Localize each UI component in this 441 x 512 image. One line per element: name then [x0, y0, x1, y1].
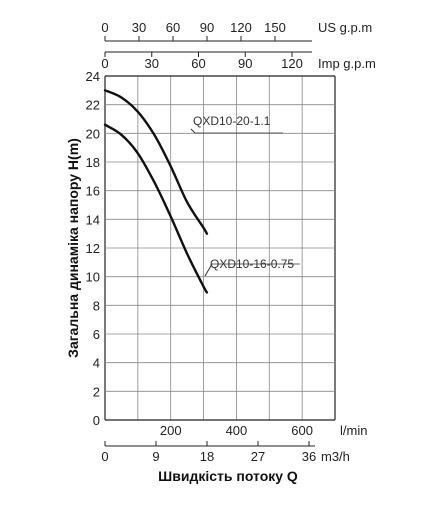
- x-tick-label-m3_h: 27: [251, 449, 265, 464]
- chart-curves: [103, 89, 300, 294]
- x-tick-label-m3_h: 36: [302, 449, 316, 464]
- series-leader-2: [204, 263, 213, 277]
- x-tick-label-imp_gpm: 0: [101, 56, 108, 71]
- series-label-2: QXD10-16-0.75: [210, 257, 294, 271]
- x-axis-title: Швидкість потоку Q: [158, 468, 298, 484]
- y-tick-label: 4: [93, 356, 100, 371]
- x-tick-label-us_gpm: 60: [166, 20, 180, 35]
- y-tick-label: 0: [93, 413, 100, 428]
- series-label-1: QXD10-20-1.1: [193, 114, 271, 128]
- y-tick-label: 20: [86, 126, 100, 141]
- x-tick-label-us_gpm: 120: [230, 20, 252, 35]
- x-axis-unit-l_min: l/min: [340, 423, 367, 438]
- y-tick-label: 14: [86, 212, 100, 227]
- x-tick-label-us_gpm: 30: [132, 20, 146, 35]
- x-tick-label-m3_h: 9: [152, 449, 159, 464]
- x-tick-label-imp_gpm: 120: [281, 56, 303, 71]
- x-tick-label-l_min: 200: [160, 423, 182, 438]
- chart-axes: [104, 36, 315, 447]
- x-tick-label-us_gpm: 150: [264, 20, 286, 35]
- y-tick-label: 6: [93, 327, 100, 342]
- x-axis-unit-imp_gpm: Imp g.p.m: [318, 56, 376, 71]
- y-tick-label: 12: [86, 241, 100, 256]
- x-tick-label-m3_h: 0: [101, 449, 108, 464]
- x-tick-label-us_gpm: 90: [200, 20, 214, 35]
- series-line-2: [103, 123, 209, 294]
- y-tick-label: 18: [86, 155, 100, 170]
- y-tick-label: 10: [86, 270, 100, 285]
- y-tick-label: 2: [93, 384, 100, 399]
- x-tick-label-imp_gpm: 90: [238, 56, 252, 71]
- y-tick-label: 22: [86, 98, 100, 113]
- x-tick-label-l_min: 400: [226, 423, 248, 438]
- y-tick-label: 16: [86, 184, 100, 199]
- series-leader-1: [190, 128, 196, 134]
- x-axis-unit-m3_h: m3/h: [321, 449, 350, 464]
- chart-labels: Загальна динаміка напору H(m) Швидкість …: [65, 20, 376, 484]
- series-line-1: [103, 89, 209, 235]
- x-axis-unit-us_gpm: US g.p.m: [318, 20, 372, 35]
- x-tick-label-m3_h: 18: [200, 449, 214, 464]
- y-axis-title: Загальна динаміка напору H(m): [65, 138, 81, 358]
- y-tick-label: 24: [86, 69, 100, 84]
- x-tick-label-imp_gpm: 60: [191, 56, 205, 71]
- x-tick-label-imp_gpm: 30: [145, 56, 159, 71]
- x-tick-label-l_min: 600: [291, 423, 313, 438]
- y-tick-label: 8: [93, 298, 100, 313]
- x-tick-label-us_gpm: 0: [101, 20, 108, 35]
